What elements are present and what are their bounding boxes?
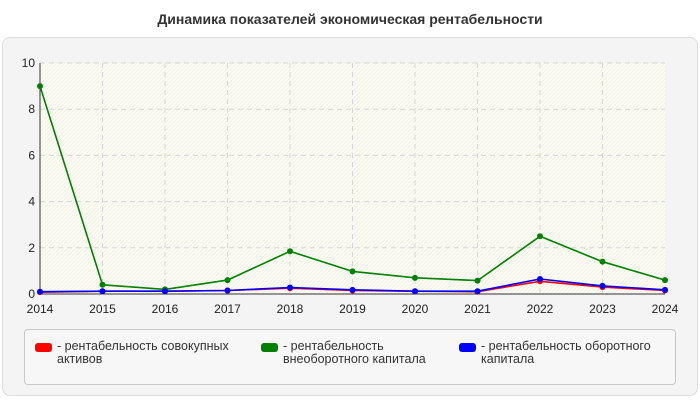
data-point-2-3[interactable]	[224, 287, 231, 294]
x-tick-label: 2021	[464, 302, 491, 316]
label-layer: 0 2 4 6 8 10 2014 2015 2016 2017 2018 2019 2020 2021 2…	[22, 56, 679, 316]
x-tick-label: 2017	[214, 302, 241, 316]
data-point-1-6[interactable]	[412, 274, 418, 281]
x-tick-label: 2022	[527, 302, 554, 316]
x-tick-label: 2023	[589, 302, 616, 316]
series-layer	[37, 83, 668, 296]
data-point-2-10[interactable]	[662, 286, 668, 293]
data-point-1-5[interactable]	[349, 268, 356, 275]
legend-swatch-total-assets	[35, 343, 52, 352]
data-point-1-7[interactable]	[474, 277, 481, 284]
data-point-2-2[interactable]	[162, 288, 168, 295]
data-point-1-3[interactable]	[224, 277, 231, 284]
chart-title: Динамика показателей экономическая рента…	[157, 11, 543, 27]
y-tick-label: 4	[28, 195, 35, 209]
legend-label-fixed-capital: - рентабельность внеоборотного капитала	[283, 339, 426, 366]
legend-label-total-assets: - рентабельность совокупных активов	[57, 339, 229, 366]
data-point-1-0[interactable]	[37, 83, 43, 90]
x-tick-label: 2015	[89, 302, 116, 316]
data-point-1-1[interactable]	[99, 281, 106, 288]
data-point-1-9[interactable]	[599, 258, 606, 265]
legend-swatch-working-capital	[459, 343, 476, 352]
chart-legend: - рентабельность совокупных активов - ре…	[24, 329, 676, 385]
axis-layer	[39, 63, 665, 295]
data-point-2-0[interactable]	[37, 288, 43, 295]
data-point-1-8[interactable]	[537, 233, 543, 240]
data-point-2-7[interactable]	[474, 288, 481, 295]
y-tick-label: 2	[28, 241, 35, 255]
plot-area	[40, 63, 665, 294]
data-point-2-8[interactable]	[537, 275, 543, 282]
data-point-1-10[interactable]	[662, 277, 668, 284]
data-point-2-9[interactable]	[599, 282, 606, 289]
legend-swatch-fixed-capital	[261, 343, 278, 352]
x-tick-label: 2016	[152, 302, 179, 316]
x-tick-label: 2018	[277, 302, 304, 316]
x-tick-label: 2014	[27, 302, 54, 316]
legend-label-working-capital: - рентабельность оборотного капитала	[481, 339, 651, 366]
data-point-1-4[interactable]	[287, 248, 293, 255]
grid-layer	[40, 62, 665, 294]
x-tick-label: 2024	[652, 302, 679, 316]
y-tick-label: 6	[28, 148, 35, 162]
y-tick-label: 10	[22, 56, 36, 70]
data-point-2-4[interactable]	[287, 284, 293, 291]
data-point-2-6[interactable]	[412, 288, 418, 295]
y-tick-label: 0	[28, 287, 35, 301]
x-tick-label: 2020	[402, 302, 429, 316]
x-tick-label: 2019	[339, 302, 366, 316]
data-point-2-1[interactable]	[99, 288, 106, 295]
y-tick-label: 8	[28, 102, 35, 116]
data-point-2-5[interactable]	[349, 286, 356, 293]
